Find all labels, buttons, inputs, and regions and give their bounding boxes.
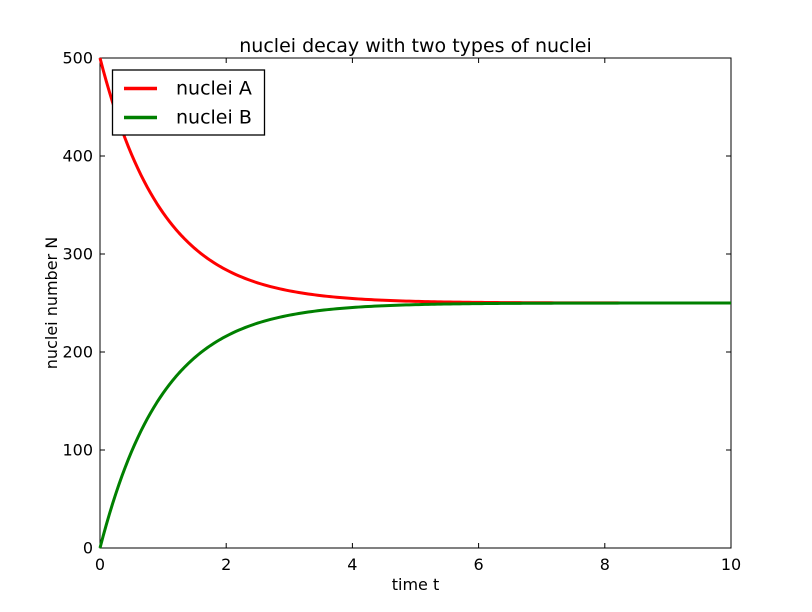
y-tick-label: 0 <box>83 539 93 558</box>
y-tick-label: 200 <box>62 343 93 362</box>
legend-label-nuclei-b: nuclei B <box>176 107 252 129</box>
legend-label-nuclei-a: nuclei A <box>176 78 252 100</box>
x-tick-label: 8 <box>600 555 610 574</box>
legend: nuclei A nuclei B <box>111 69 266 136</box>
y-tick-label: 400 <box>62 147 93 166</box>
y-tick-label: 100 <box>62 441 93 460</box>
series-line-nuclei-b <box>98 301 731 549</box>
x-tick-label: 10 <box>721 555 741 574</box>
x-tick-label: 0 <box>95 555 105 574</box>
y-axis-label: nuclei number N <box>42 237 61 369</box>
y-tick-label: 300 <box>62 245 93 264</box>
x-tick-label: 6 <box>474 555 484 574</box>
x-tick-label: 2 <box>221 555 231 574</box>
y-tick-label: 500 <box>62 49 93 68</box>
x-axis-label: time t <box>392 575 440 594</box>
x-tick-label: 4 <box>347 555 357 574</box>
legend-box <box>111 69 266 136</box>
curves <box>98 57 731 549</box>
chart-title: nuclei decay with two types of nuclei <box>239 35 591 57</box>
